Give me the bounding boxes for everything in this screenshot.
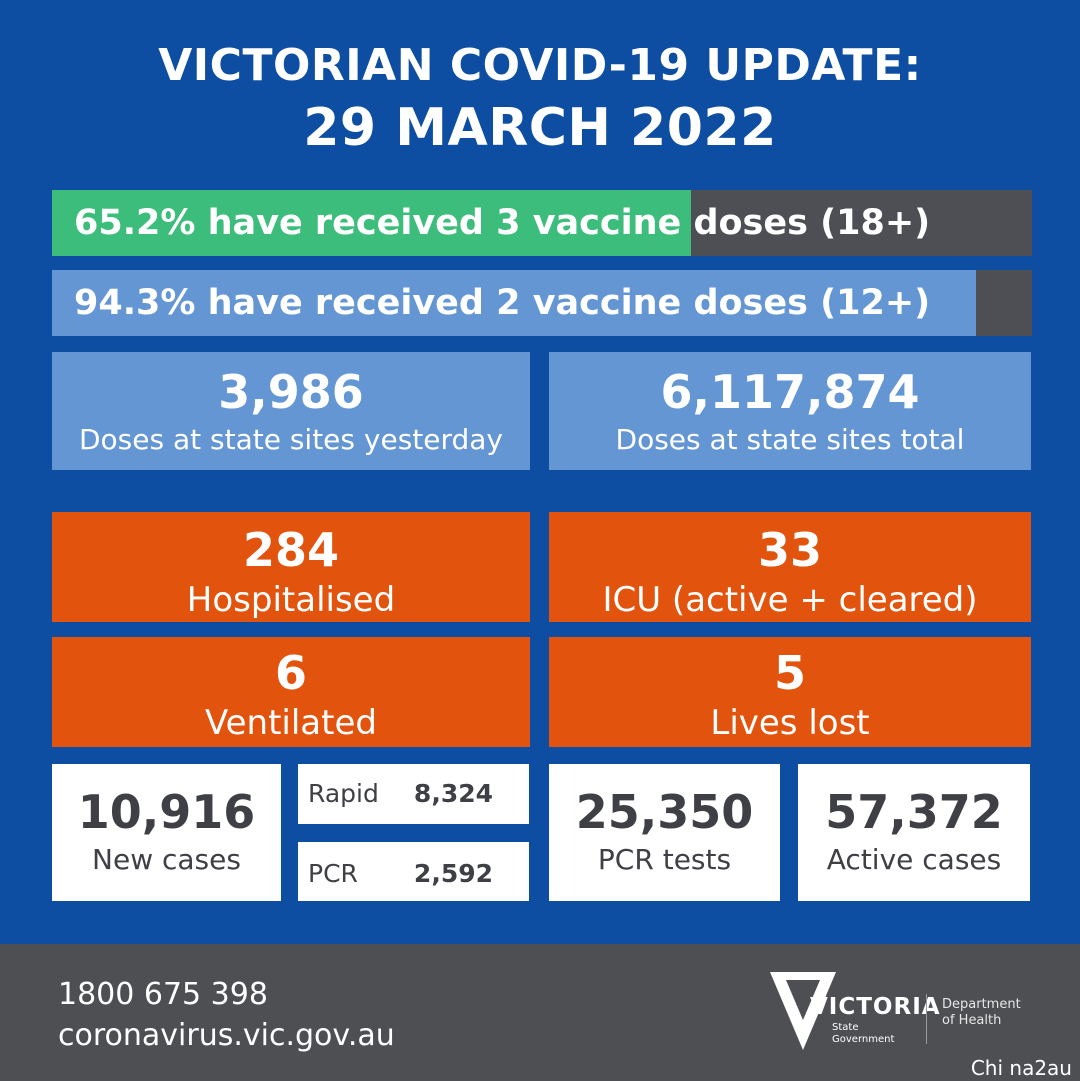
page-date: 29 MARCH 2022 xyxy=(303,98,777,158)
doses-yesterday-label: Doses at state sites yesterday xyxy=(78,423,504,456)
icu-card: 33 ICU (active + cleared) xyxy=(549,512,1031,622)
active-cases-value: 57,372 xyxy=(825,785,1003,839)
pcr-card: PCR 2,592 xyxy=(298,842,529,901)
ventilated-label: Ventilated xyxy=(205,703,377,743)
vaccine-bar-2-doses: 94.3% have received 2 vaccine doses (12+… xyxy=(52,270,1032,336)
rapid-card: Rapid 8,324 xyxy=(298,764,529,824)
page-title: VICTORIAN COVID-19 UPDATE: xyxy=(158,40,922,91)
department-line-1: Department xyxy=(942,997,1021,1012)
pcr-tests-label: PCR tests xyxy=(597,843,732,876)
footer-website-link[interactable]: coronavirus.vic.gov.au xyxy=(58,1018,395,1053)
footer: 1800 675 398 coronavirus.vic.gov.au VICT… xyxy=(0,944,1080,1081)
lives-lost-card: 5 Lives lost xyxy=(549,637,1031,747)
logo-state-text: State xyxy=(832,1022,859,1033)
lives-lost-value: 5 xyxy=(773,646,806,700)
active-cases-label: Active cases xyxy=(826,843,1002,876)
pcr-value: 2,592 xyxy=(413,859,493,888)
logo-government-text: Government xyxy=(832,1034,895,1045)
doses-yesterday-value: 3,986 xyxy=(218,365,364,419)
hospitalised-card: 284 Hospitalised xyxy=(52,512,530,622)
footer-phone[interactable]: 1800 675 398 xyxy=(58,977,268,1012)
vaccine-bar-2-doses-text: 94.3% have received 2 vaccine doses (12+… xyxy=(74,283,931,323)
rapid-label: Rapid xyxy=(308,779,379,808)
pcr-label: PCR xyxy=(308,859,358,888)
rapid-value: 8,324 xyxy=(413,779,493,808)
doses-total-card: 6,117,874 Doses at state sites total xyxy=(549,352,1031,470)
victoria-v-icon xyxy=(770,972,836,1050)
doses-total-value: 6,117,874 xyxy=(660,365,920,419)
pcr-tests-card: 25,350 PCR tests xyxy=(549,764,780,901)
icu-label: ICU (active + cleared) xyxy=(602,580,978,620)
victoria-logo: VICTORIA State Government xyxy=(770,972,940,1052)
doses-total-label: Doses at state sites total xyxy=(615,423,965,456)
logo-victoria-text: VICTORIA xyxy=(810,994,941,1020)
vaccine-bar-3-doses-fill xyxy=(52,190,691,256)
vaccine-bar-3-doses-text: 65.2% have received 3 vaccine doses (18+… xyxy=(74,203,931,243)
active-cases-card: 57,372 Active cases xyxy=(798,764,1030,901)
ventilated-card: 6 Ventilated xyxy=(52,637,530,747)
lives-lost-label: Lives lost xyxy=(710,703,870,743)
vaccine-bar-2-doses-fill xyxy=(52,270,977,336)
logo-divider xyxy=(926,994,927,1044)
vaccine-bar-3-doses: 65.2% have received 3 vaccine doses (18+… xyxy=(52,190,1032,256)
new-cases-card: 10,916 New cases xyxy=(52,764,281,901)
icu-value: 33 xyxy=(757,523,822,577)
hospitalised-value: 284 xyxy=(242,523,340,577)
ventilated-value: 6 xyxy=(274,646,307,700)
department-line-2: of Health xyxy=(942,1013,1002,1028)
pcr-tests-value: 25,350 xyxy=(575,785,754,839)
new-cases-label: New cases xyxy=(92,843,241,876)
hospitalised-label: Hospitalised xyxy=(186,580,396,620)
new-cases-value: 10,916 xyxy=(77,785,256,839)
watermark: Chi na2au xyxy=(970,1056,1072,1080)
doses-yesterday-card: 3,986 Doses at state sites yesterday xyxy=(52,352,530,470)
